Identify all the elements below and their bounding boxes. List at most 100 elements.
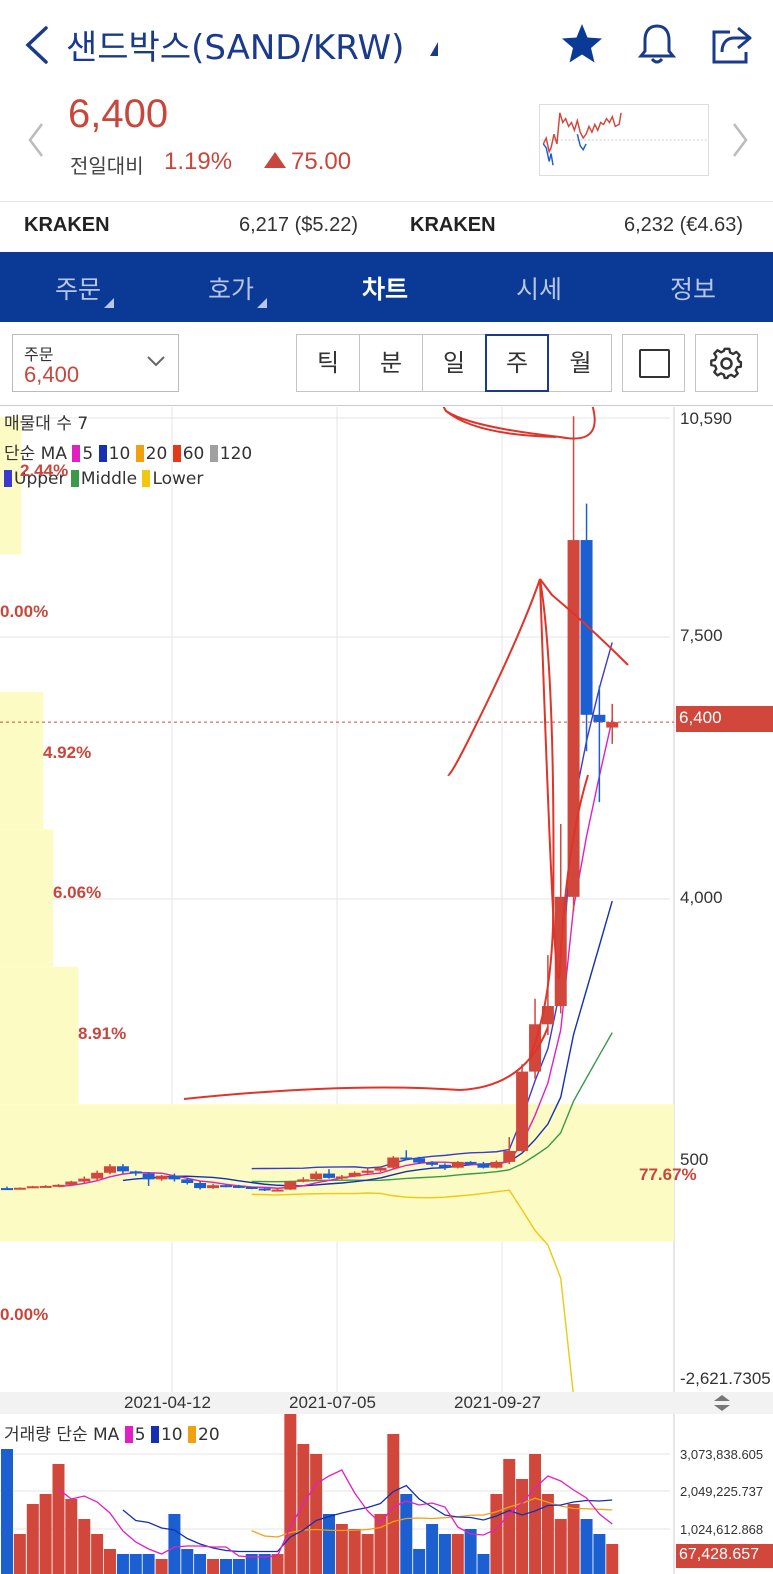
bb-upper-swatch [4, 470, 12, 487]
volume-bar [271, 1554, 284, 1574]
ma10-swatch [98, 445, 107, 462]
volume-bar [477, 1554, 490, 1574]
candle-body [194, 1183, 207, 1189]
tab-order[interactable]: 주문 [54, 275, 101, 304]
volume-bar [142, 1554, 155, 1574]
ma10-label: 10 [108, 444, 131, 464]
change-percent: 1.19% [164, 148, 233, 175]
drawing-tool-button[interactable] [622, 334, 685, 392]
next-coin-icon[interactable] [728, 120, 752, 160]
candle-body [322, 1173, 335, 1178]
current-price-tag: 6,400 [676, 706, 773, 732]
volume-bar [65, 1499, 78, 1574]
volume-chart[interactable]: 거래량 단순 MA 5 10 20 3,073,838.605 2,049,22… [0, 1414, 773, 1574]
period-selector: 틱 분 일 주 월 [296, 334, 612, 392]
volume-bar [258, 1554, 271, 1574]
candle-body [116, 1166, 129, 1172]
back-icon[interactable] [18, 22, 58, 68]
volume-bar [168, 1514, 181, 1574]
volume-tick-label: 2,049,225.737 [680, 1484, 764, 1499]
star-icon[interactable] [558, 20, 606, 68]
change-label: 전일대비 [70, 154, 144, 178]
volume-bar [580, 1519, 593, 1574]
current-volume-tag: 67,428.657 [676, 1544, 773, 1568]
order-label: 주문 [24, 345, 54, 364]
up-triangle-icon [264, 152, 286, 168]
candle-body [207, 1185, 220, 1189]
volume-legend: 거래량 단순 MA 5 10 20 [4, 1420, 220, 1445]
volume-profile-pct: 0.00% [0, 1305, 49, 1324]
volume-bar [207, 1559, 220, 1574]
vol-ma20-line [251, 1497, 613, 1538]
exchange-price: 6,232 (€4.63) [624, 214, 743, 236]
candle-body [516, 1071, 529, 1151]
ma-legend: 단순 MA 5 10 20 60 120 [4, 439, 252, 464]
tab-chart[interactable]: 차트 [361, 275, 408, 304]
volume-bar [155, 1559, 168, 1574]
vol-ma5-line [58, 1469, 613, 1558]
candle-body [541, 1006, 554, 1025]
candle-body [297, 1179, 310, 1182]
volume-bar [26, 1504, 39, 1574]
volume-tick-label: 1,024,612.868 [680, 1522, 764, 1537]
panel-resize-icon[interactable] [712, 1395, 732, 1411]
exchange-name: KRAKEN [24, 214, 110, 236]
ma10-line [122, 900, 613, 1187]
x-axis: 2021-04-12 2021-07-05 2021-09-27 [0, 1392, 773, 1414]
volume-bar [322, 1514, 335, 1574]
bb-lower-line [251, 1189, 613, 1424]
share-icon[interactable] [708, 20, 756, 68]
vol-ma10-line [122, 1484, 613, 1553]
volume-bar [516, 1479, 529, 1574]
exchange-price: 6,217 ($5.22) [239, 214, 358, 236]
candle-body [413, 1158, 426, 1163]
ma-legend-prefix: 단순 MA [4, 444, 67, 464]
candle-body [348, 1172, 361, 1177]
volume-bar [13, 1534, 26, 1574]
exchange-prices: KRAKEN 6,217 ($5.22) KRAKEN 6,232 (€4.63… [0, 201, 773, 252]
exchange-name: KRAKEN [410, 214, 496, 236]
ma60-swatch [172, 445, 181, 462]
candle-body [13, 1187, 26, 1190]
volume-profile-pct: 6.06% [53, 883, 102, 902]
candlestick-chart[interactable] [0, 320, 773, 1424]
order-value: 6,400 [24, 362, 80, 387]
tab-info[interactable]: 정보 [669, 275, 716, 304]
bb-upper-line [251, 642, 613, 1170]
period-week-button[interactable]: 주 [485, 334, 549, 392]
volume-bar [400, 1494, 413, 1574]
candle-body [361, 1170, 374, 1173]
volume-bar [361, 1534, 374, 1574]
bell-icon[interactable] [633, 20, 681, 68]
period-day-button[interactable]: 일 [423, 335, 486, 391]
ma5-label: 5 [82, 444, 94, 464]
ma60-label: 60 [182, 444, 205, 464]
y-tick-label: 10,590 [680, 409, 732, 428]
bb-lower-swatch [142, 470, 151, 487]
volume-bar [593, 1534, 606, 1574]
candle-body [103, 1166, 116, 1173]
tab-orderbook[interactable]: 호가 [207, 275, 254, 304]
candle-body [78, 1178, 91, 1182]
period-minute-button[interactable]: 분 [360, 335, 423, 391]
prev-coin-icon[interactable] [24, 120, 48, 160]
volume-bar [116, 1554, 129, 1574]
tab-quotes[interactable]: 시세 [515, 275, 562, 304]
price-chart[interactable]: 매물대 수 7 단순 MA 5 10 20 60 120 Upper Middl… [0, 320, 773, 1424]
order-price-select[interactable]: 주문 6,400 [12, 334, 179, 392]
x-tick-label: 2021-09-27 [454, 1393, 541, 1412]
chevron-down-icon [147, 356, 165, 367]
chart-settings-button[interactable] [695, 334, 758, 392]
page-title[interactable]: 샌드박스(SAND/KRW) [66, 28, 405, 68]
volume-bar [606, 1544, 619, 1574]
period-tick-button[interactable]: 틱 [297, 335, 360, 391]
candle-body [593, 714, 606, 723]
candle-body [400, 1157, 413, 1160]
candle-body [335, 1176, 348, 1179]
candle-body [245, 1187, 258, 1190]
title-dropdown-icon[interactable] [430, 42, 438, 56]
candle-body [503, 1150, 516, 1162]
volume-bar [464, 1529, 477, 1574]
candle-body [477, 1163, 490, 1168]
period-month-button[interactable]: 월 [569, 349, 592, 377]
